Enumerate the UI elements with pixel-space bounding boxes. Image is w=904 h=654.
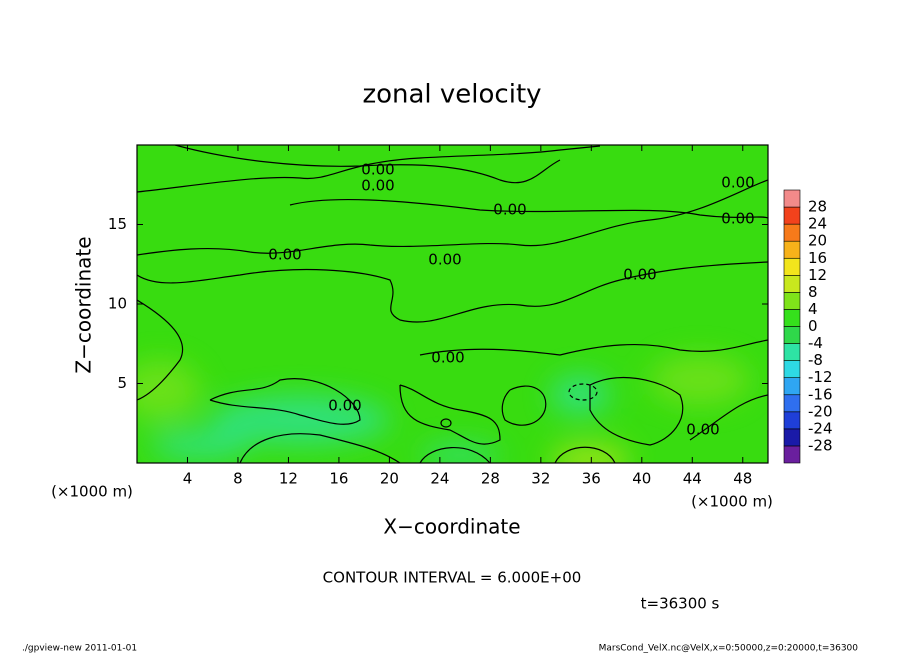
colorbar-label: -8	[808, 351, 823, 369]
colorbar-label: -12	[808, 368, 833, 386]
colorbar-box	[783, 206, 801, 225]
colorbar-label: 8	[808, 283, 818, 301]
colorbar-box	[783, 360, 801, 378]
x-tick-label: 40	[632, 470, 651, 488]
x-tick-label: 8	[233, 470, 243, 488]
colorbar-box	[783, 394, 801, 413]
colorbar-label: 0	[808, 317, 818, 335]
contour-label: 0.00	[686, 421, 719, 439]
colorbar-box	[783, 377, 801, 396]
contour-line	[440, 418, 452, 428]
contour-line	[137, 179, 768, 256]
colorbar-box	[783, 309, 801, 327]
contour-label: 0.00	[361, 177, 394, 195]
x-tick-label: 24	[430, 470, 449, 488]
contour-label: 0.00	[428, 251, 461, 269]
colorbar-box	[783, 411, 801, 430]
contour-line	[137, 145, 601, 193]
colorbar-label: 4	[808, 300, 818, 318]
contour-line	[174, 145, 561, 184]
contour-line	[689, 394, 768, 441]
colorbar-label: 24	[808, 215, 827, 233]
x-axis-title: X−coordinate	[383, 515, 520, 539]
x-tick-label: 48	[733, 470, 752, 488]
contour-label: 0.00	[623, 266, 656, 284]
y-tick-label: 10	[108, 295, 127, 313]
x-tick-label: 20	[380, 470, 399, 488]
colorbar-box	[783, 445, 801, 464]
contour-line	[568, 383, 598, 401]
contour-label: 0.00	[268, 246, 301, 264]
contour-label: 0.00	[721, 210, 754, 228]
contour-line	[289, 198, 768, 219]
contour-label: 0.00	[361, 161, 394, 179]
colorbar-box	[783, 428, 801, 447]
contour-line	[209, 378, 361, 425]
contour-label: 0.00	[493, 201, 526, 219]
contour-line	[137, 299, 184, 401]
colorbar-label: -20	[808, 402, 833, 420]
x-tick-label: 28	[481, 470, 500, 488]
colorbar-label: -4	[808, 334, 823, 352]
y-tick-label: 5	[117, 374, 127, 392]
contour-line	[239, 433, 401, 463]
colorbar-box	[783, 257, 801, 276]
contour-line	[137, 261, 768, 323]
contour-line	[589, 377, 684, 446]
field	[137, 145, 768, 463]
colorbar-box	[783, 240, 801, 259]
colorbar-box	[783, 189, 801, 208]
contour-line	[419, 447, 491, 463]
contour-interval: CONTOUR INTERVAL = 6.000E+00	[323, 569, 582, 587]
y-axis-title: Z−coordinate	[72, 236, 96, 373]
time-label: t=36300 s	[641, 595, 720, 613]
x-unit: (×1000 m)	[691, 493, 773, 511]
footer-right: MarsCond_VelX.nc@VelX,x=0:50000,z=0:2000…	[599, 644, 859, 654]
colorbar-label: -24	[808, 419, 833, 437]
contour-line	[399, 384, 501, 445]
colorbar-label: 12	[808, 266, 827, 284]
contour-label: 0.00	[431, 349, 464, 367]
y-unit: (×1000 m)	[51, 483, 133, 501]
colorbar-label: -28	[808, 436, 833, 454]
colorbar-box	[783, 343, 801, 361]
colorbar-box	[783, 275, 801, 293]
colorbar-box	[783, 223, 801, 242]
x-tick-label: 4	[183, 470, 193, 488]
x-tick-label: 12	[279, 470, 298, 488]
colorbar-box	[783, 326, 801, 344]
contour-line	[501, 385, 547, 426]
contour-label: 0.00	[328, 397, 361, 415]
colorbar-label: 20	[808, 232, 827, 250]
colorbar-label: 16	[808, 249, 827, 267]
x-tick-label: 16	[329, 470, 348, 488]
contour-line	[419, 339, 768, 356]
colorbar-label: -16	[808, 385, 833, 403]
colorbar-box	[783, 292, 801, 310]
chart-title: zonal velocity	[362, 80, 541, 110]
contour-label: 0.00	[721, 174, 754, 192]
y-tick-label: 15	[108, 215, 127, 233]
colorbar-label: 28	[808, 198, 827, 216]
contour-line	[554, 446, 616, 463]
footer-left: ./gpview-new 2011-01-01	[22, 644, 137, 654]
x-tick-label: 44	[683, 470, 702, 488]
x-tick-label: 36	[582, 470, 601, 488]
x-tick-label: 32	[531, 470, 550, 488]
